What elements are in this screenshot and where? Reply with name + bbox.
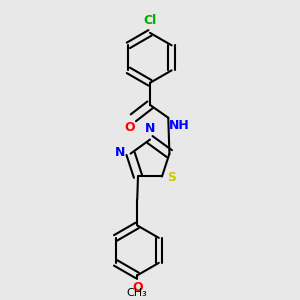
Text: N: N [145, 122, 155, 135]
Text: O: O [132, 281, 142, 294]
Text: O: O [125, 121, 135, 134]
Text: NH: NH [169, 119, 190, 132]
Text: N: N [116, 146, 126, 159]
Text: CH₃: CH₃ [127, 288, 148, 298]
Text: S: S [167, 171, 176, 184]
Text: Cl: Cl [143, 14, 157, 27]
